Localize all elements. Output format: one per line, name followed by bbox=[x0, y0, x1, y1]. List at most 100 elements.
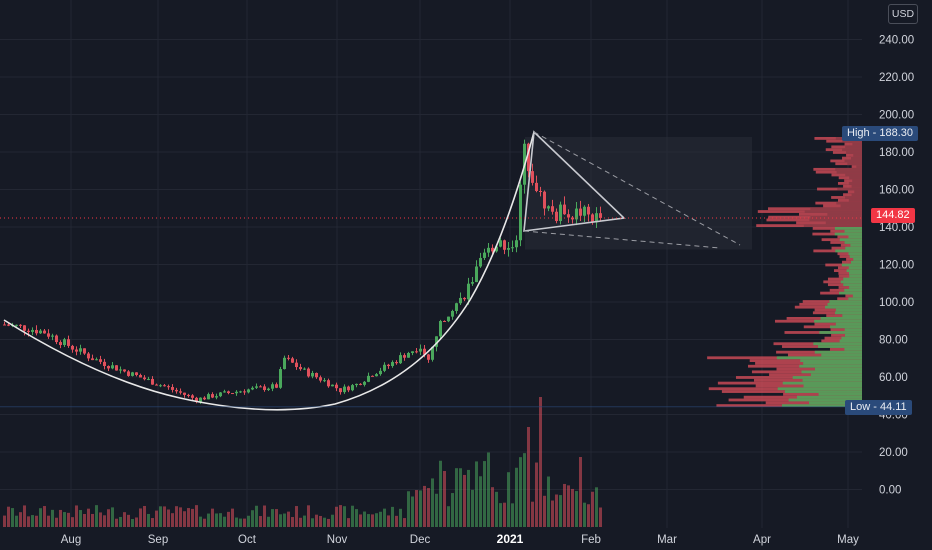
volume-bar bbox=[99, 512, 102, 527]
profile-bar bbox=[809, 218, 862, 222]
candle-body bbox=[451, 311, 454, 317]
volume-bar bbox=[575, 491, 578, 527]
volume-bar bbox=[547, 476, 550, 527]
volume-bar bbox=[427, 488, 430, 527]
candle-body bbox=[223, 391, 226, 393]
candle-body bbox=[111, 365, 114, 369]
volume-bar bbox=[491, 487, 494, 527]
candle-body bbox=[287, 357, 290, 359]
profile-bar bbox=[841, 263, 862, 267]
profile-bar bbox=[843, 283, 862, 287]
volume-bar bbox=[287, 511, 290, 527]
y-tick-label: 180.00 bbox=[879, 147, 914, 159]
profile-bar bbox=[843, 277, 862, 281]
volume-bar bbox=[131, 518, 134, 527]
profile-bar bbox=[845, 246, 862, 250]
candle-body bbox=[527, 143, 530, 172]
volume-bar bbox=[595, 487, 598, 527]
volume-bar bbox=[39, 508, 42, 527]
candle-body bbox=[359, 383, 362, 385]
profile-bar bbox=[803, 224, 862, 227]
volume-bar bbox=[167, 509, 170, 527]
volume-bar bbox=[455, 468, 458, 527]
candle-body bbox=[91, 358, 94, 361]
candle-body bbox=[219, 392, 222, 397]
candle-body bbox=[531, 171, 534, 183]
candle-body bbox=[375, 374, 378, 377]
volume-bar bbox=[319, 515, 322, 527]
profile-bar bbox=[829, 300, 862, 303]
profile-bar bbox=[845, 173, 862, 177]
profile-bar bbox=[835, 167, 862, 171]
candle-body bbox=[515, 240, 518, 248]
volume-bar bbox=[447, 506, 450, 527]
volume-bar bbox=[207, 513, 210, 527]
volume-bar bbox=[31, 515, 34, 527]
volume-bar bbox=[515, 467, 518, 527]
volume-bar bbox=[299, 517, 302, 527]
volume-bar bbox=[247, 515, 250, 527]
profile-bar bbox=[825, 221, 862, 225]
candle-body bbox=[495, 246, 498, 252]
candle-body bbox=[195, 397, 198, 403]
candle-body bbox=[567, 214, 570, 218]
profile-bar bbox=[804, 210, 862, 213]
volume-bar bbox=[223, 516, 226, 527]
candle-body bbox=[307, 368, 310, 377]
candle-body bbox=[327, 380, 330, 387]
profile-bar bbox=[834, 232, 862, 236]
volume-bar bbox=[507, 472, 510, 527]
profile-bar bbox=[799, 364, 862, 368]
volume-bar bbox=[243, 518, 246, 527]
volume-bar bbox=[591, 491, 594, 527]
volume-bar bbox=[471, 489, 474, 527]
candle-body bbox=[259, 386, 262, 388]
candle-body bbox=[391, 362, 394, 367]
profile-bar bbox=[849, 255, 862, 258]
candle-body bbox=[507, 248, 510, 250]
profile-bar bbox=[836, 201, 862, 205]
candle-body bbox=[3, 324, 6, 326]
profile-bar bbox=[844, 241, 862, 244]
volume-bar bbox=[251, 510, 254, 527]
volume-bar bbox=[115, 518, 118, 527]
volume-bar bbox=[179, 507, 182, 527]
volume-bar bbox=[531, 501, 534, 527]
rounded-bottom-arc bbox=[3, 131, 535, 411]
candle-body bbox=[295, 362, 298, 368]
volume-bar bbox=[587, 504, 590, 527]
profile-bar bbox=[836, 170, 862, 174]
profile-bar bbox=[782, 381, 862, 385]
volume-bar bbox=[331, 514, 334, 527]
profile-bar bbox=[841, 336, 862, 340]
volume-bar bbox=[199, 516, 202, 527]
x-tick-label: Nov bbox=[327, 534, 348, 546]
candle-body bbox=[559, 204, 562, 222]
candle-body bbox=[407, 353, 410, 358]
volume-bar bbox=[403, 518, 406, 527]
currency-selector[interactable]: USD bbox=[888, 4, 918, 24]
candle-body bbox=[139, 375, 142, 378]
volume-bar bbox=[295, 506, 298, 527]
candle-body bbox=[151, 378, 154, 385]
candle-body bbox=[235, 391, 238, 394]
candle-body bbox=[479, 257, 482, 267]
candle-body bbox=[167, 386, 170, 388]
candle-body bbox=[411, 351, 414, 354]
profile-bar bbox=[849, 176, 862, 180]
profile-bar bbox=[844, 288, 862, 292]
profile-bar bbox=[777, 387, 862, 391]
candle-body bbox=[183, 392, 186, 395]
candle-body bbox=[203, 397, 206, 400]
volume-bar bbox=[27, 516, 30, 527]
candle-body bbox=[463, 297, 466, 300]
x-tick-label: Feb bbox=[581, 534, 601, 546]
profile-bar bbox=[842, 139, 862, 143]
volume-bar bbox=[171, 513, 174, 527]
candle-body bbox=[35, 329, 38, 334]
y-axis: 240.00 220.00 200.00 180.00 160.00 140.00 120.… bbox=[879, 35, 914, 497]
volume-bar bbox=[175, 506, 178, 527]
candle-body bbox=[199, 397, 202, 403]
